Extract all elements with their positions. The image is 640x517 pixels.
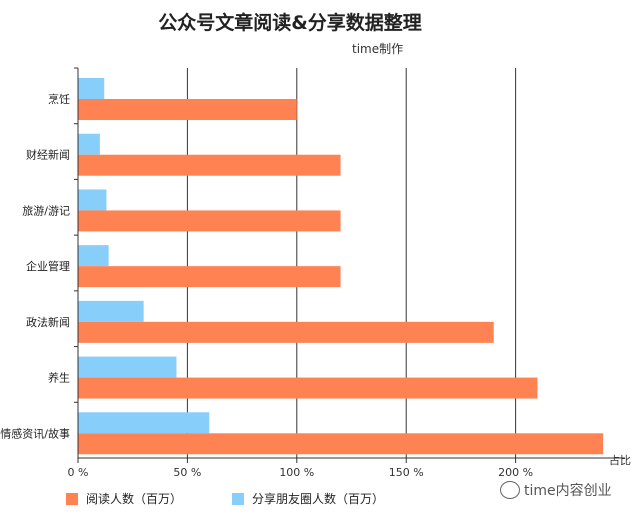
watermark-text: time内容创业 bbox=[524, 483, 612, 499]
chart-title: 公众号文章阅读&分享数据整理 bbox=[158, 12, 422, 34]
bar-reads bbox=[78, 266, 341, 288]
legend-label-reads: 阅读人数（百万） bbox=[86, 492, 183, 506]
legend-swatch-reads bbox=[66, 492, 78, 505]
tick-label-y: 财经新闻 bbox=[26, 148, 70, 162]
chart-subtitle: time制作 bbox=[352, 42, 404, 56]
legend: 阅读人数（百万） 分享朋友圈人数（百万） bbox=[66, 490, 384, 507]
tick-label-y: 情感资讯/故事 bbox=[0, 426, 70, 440]
tick-label-x: 150 % bbox=[389, 466, 424, 479]
tick-label-y: 养生 bbox=[48, 371, 70, 385]
legend-item-shares[interactable]: 分享朋友圈人数（百万） bbox=[232, 490, 384, 507]
tick-label-y: 企业管理 bbox=[26, 259, 70, 273]
tick-label-y: 政法新闻 bbox=[26, 315, 70, 329]
tick-label-y: 旅游/游记 bbox=[22, 203, 70, 217]
wechat-icon bbox=[500, 481, 520, 499]
tick-label-y: 烹饪 bbox=[48, 92, 70, 106]
bar-shares bbox=[78, 189, 107, 211]
bar-reads bbox=[78, 210, 341, 232]
bar-shares bbox=[78, 78, 105, 99]
bar-shares bbox=[78, 133, 100, 155]
x-axis-label: 占比 bbox=[609, 453, 631, 467]
legend-swatch-shares bbox=[232, 492, 245, 505]
legend-item-reads[interactable]: 阅读人数（百万） bbox=[66, 490, 182, 507]
bar-shares bbox=[78, 356, 177, 378]
tick-label-x: 50 % bbox=[173, 466, 201, 479]
bar-reads bbox=[78, 99, 297, 120]
tick-label-x: 200 % bbox=[498, 466, 533, 479]
bar-shares bbox=[78, 300, 144, 322]
tick-label-x: 0 % bbox=[68, 466, 89, 479]
bar-reads bbox=[78, 433, 604, 455]
bar-reads bbox=[78, 154, 341, 176]
bar-reads bbox=[78, 377, 538, 399]
bar-reads bbox=[78, 321, 494, 343]
tick-label-x: 100 % bbox=[279, 466, 314, 479]
bar-shares bbox=[78, 245, 109, 267]
bar-shares bbox=[78, 412, 210, 434]
watermark: time内容创业 bbox=[500, 480, 612, 500]
legend-label-shares: 分享朋友圈人数（百万） bbox=[252, 492, 385, 506]
